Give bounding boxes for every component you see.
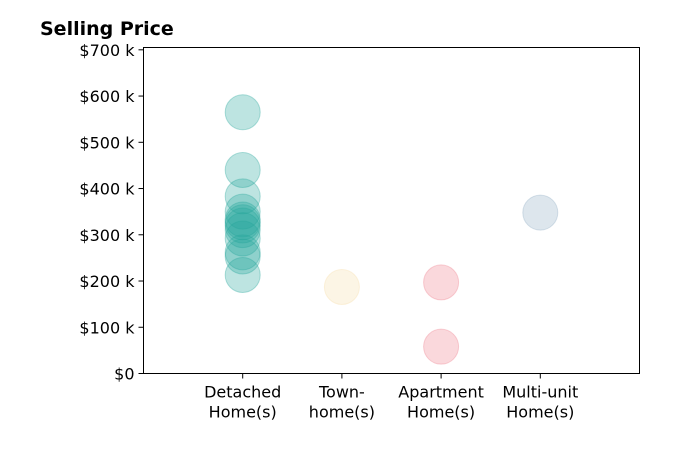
data-point [423,264,460,301]
data-point [224,178,261,215]
y-axis: $0 $100 k $200 k $300 k $400 k $500 k $600 k $7… [79,41,144,384]
chart-title: Selling Price [40,18,174,40]
data-point [224,207,261,244]
y-tick-label: $0 [114,365,134,384]
data-point [522,194,559,231]
y-tick-label: $600 k [79,87,135,106]
data-point [224,257,261,294]
data-point [423,328,460,365]
data-point [224,238,261,275]
data-point [224,234,261,271]
data-point [224,204,261,241]
data-point [323,269,360,306]
y-tick-label: $200 k [79,272,135,291]
x-tick-label: Multi-unit Home(s) [502,383,578,422]
y-tick-label: $300 k [79,226,135,245]
x-tick-label: Town-home(s) [309,383,375,422]
data-point [224,212,261,249]
data-point [224,152,261,189]
data-point [224,201,261,238]
data-point [224,220,261,257]
scatter-points [224,94,559,365]
y-tick-label: $700 k [79,41,135,60]
plot-frame [143,47,640,374]
y-tick-label: $400 k [79,180,135,199]
y-tick-label: $500 k [79,133,135,152]
data-point [224,94,261,131]
x-tick-label: Apartment Home(s) [398,383,484,422]
data-point [224,193,261,230]
x-axis: Detached Home(s) Town-home(s) Apartment Home… [204,373,578,422]
y-tick-label: $100 k [79,318,135,337]
x-tick-label: Detached Home(s) [204,383,281,422]
